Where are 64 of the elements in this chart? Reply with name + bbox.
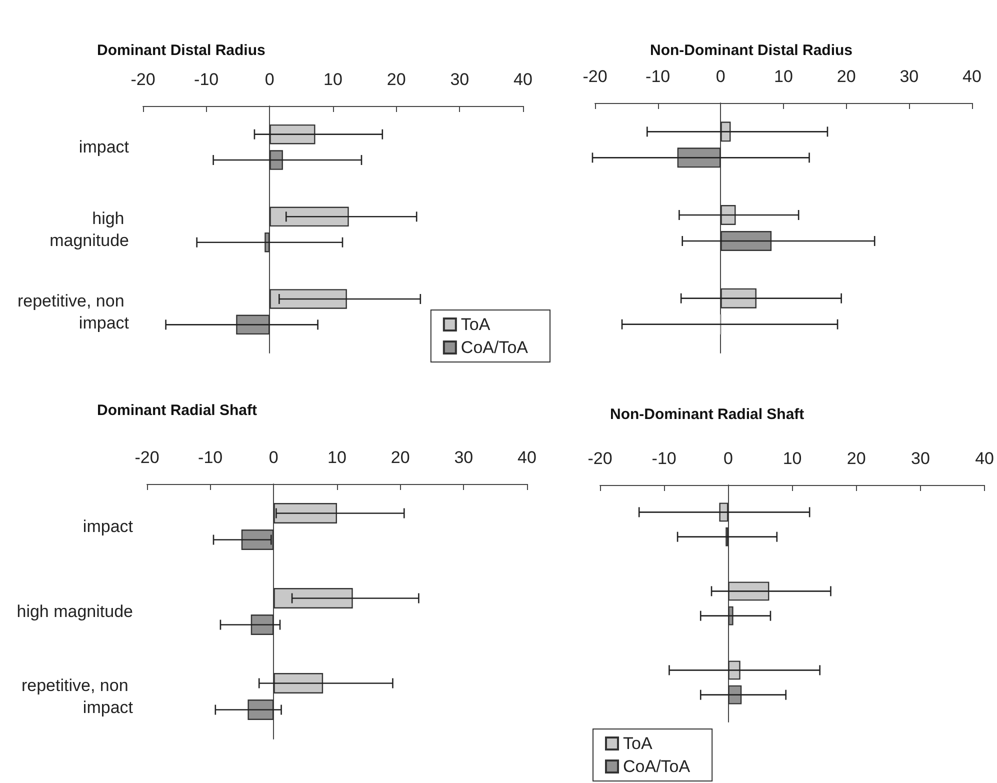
y-tick-label: repetitive, non impact bbox=[21, 676, 134, 717]
bar bbox=[270, 150, 283, 170]
x-tick-label: 0 bbox=[723, 449, 733, 468]
bar bbox=[264, 232, 270, 252]
x-tick-label: 30 bbox=[900, 67, 919, 86]
x-tick-label: 0 bbox=[268, 448, 278, 467]
bar bbox=[720, 288, 756, 308]
x-tick-label: 30 bbox=[910, 449, 930, 468]
x-tick-label: 30 bbox=[450, 70, 470, 89]
bar bbox=[728, 606, 734, 626]
x-tick-label: 20 bbox=[386, 70, 406, 89]
bar bbox=[728, 685, 742, 704]
bar bbox=[274, 588, 353, 608]
bar bbox=[677, 148, 721, 168]
chart-title: Dominant Radial Shaft bbox=[97, 402, 258, 419]
bar bbox=[270, 124, 316, 144]
x-tick-label: -20 bbox=[130, 70, 156, 89]
bar bbox=[728, 660, 740, 680]
x-tick-label: 0 bbox=[716, 67, 726, 86]
legend-label: ToA bbox=[460, 315, 491, 334]
x-tick-label: 40 bbox=[518, 448, 536, 467]
chart-title: Non-Dominant Distal Radius bbox=[650, 42, 853, 59]
x-tick-label: 10 bbox=[328, 448, 346, 467]
x-tick-label: 20 bbox=[390, 448, 410, 467]
x-tick-label: -10 bbox=[194, 70, 219, 89]
bar bbox=[719, 502, 728, 522]
y-tick-label: repetitive, non impact bbox=[17, 291, 130, 332]
x-tick-label: 30 bbox=[454, 448, 474, 467]
x-tick-label: 0 bbox=[264, 70, 274, 89]
x-tick-label: 20 bbox=[846, 449, 866, 468]
bar bbox=[274, 503, 337, 524]
bar bbox=[720, 205, 736, 225]
bar bbox=[274, 673, 324, 694]
x-tick-label: 40 bbox=[975, 449, 994, 468]
x-tick-label: -10 bbox=[646, 67, 670, 86]
y-tick-label: high magnitude bbox=[16, 602, 133, 621]
chart-title: Non-Dominant Radial Shaft bbox=[610, 406, 804, 423]
x-tick-label: -20 bbox=[588, 449, 612, 468]
legend-label: ToA bbox=[623, 734, 653, 753]
chart-title: Dominant Distal Radius bbox=[97, 42, 266, 59]
legend-label: CoA/ToA bbox=[460, 338, 529, 357]
x-tick-label: 10 bbox=[782, 449, 802, 468]
legend-label: CoA/ToA bbox=[623, 757, 691, 776]
y-tick-label: high magnitude bbox=[50, 209, 129, 250]
bar bbox=[248, 700, 274, 720]
bar bbox=[270, 206, 349, 227]
bar bbox=[250, 614, 274, 635]
bar bbox=[241, 530, 274, 550]
x-tick-label: -20 bbox=[582, 67, 608, 86]
x-tick-label: 40 bbox=[514, 70, 532, 89]
y-tick-label: impact bbox=[82, 517, 134, 536]
bar bbox=[720, 122, 731, 142]
bar bbox=[236, 314, 270, 335]
bar bbox=[728, 582, 770, 601]
x-tick-label: 20 bbox=[836, 67, 856, 86]
bar bbox=[720, 231, 772, 251]
bar bbox=[270, 289, 347, 309]
x-tick-label: -10 bbox=[652, 449, 676, 468]
x-tick-label: 40 bbox=[962, 67, 982, 86]
x-tick-label: -20 bbox=[134, 448, 160, 467]
x-tick-label: 10 bbox=[774, 67, 793, 86]
y-tick-label: impact bbox=[78, 138, 130, 157]
x-tick-label: 10 bbox=[324, 70, 342, 89]
x-tick-label: -10 bbox=[198, 448, 223, 467]
